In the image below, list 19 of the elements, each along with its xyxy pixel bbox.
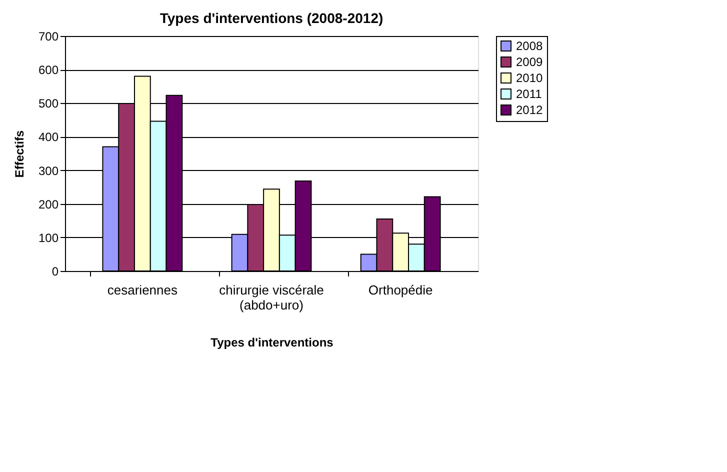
y-tick-label: 500: [38, 96, 59, 111]
y-tick-label: 400: [38, 130, 59, 144]
y-tick-label: 0: [52, 264, 59, 278]
chart-title: Types d'interventions (2008-2012): [160, 10, 384, 26]
y-tick-label: 300: [38, 164, 59, 178]
y-tick-label: 600: [38, 63, 59, 78]
x-tick-label: chirurgie viscérale (abdo+uro): [219, 282, 324, 312]
x-tick-label: cesariennes: [107, 282, 178, 298]
y-axis-title: Effectifs: [12, 130, 26, 178]
legend-label: 2010: [516, 71, 544, 85]
legend-label: 2012: [516, 103, 544, 117]
y-tick-label: 100: [38, 230, 59, 245]
x-tick-label: Orthopédie: [368, 282, 433, 298]
x-axis-title: Types d'interventions: [210, 336, 334, 350]
legend-label: 2008: [516, 39, 544, 53]
legend-label: 2009: [516, 55, 544, 69]
y-tick-label: 700: [38, 30, 59, 44]
legend-label: 2011: [516, 87, 542, 101]
y-tick-label: 200: [38, 197, 59, 212]
